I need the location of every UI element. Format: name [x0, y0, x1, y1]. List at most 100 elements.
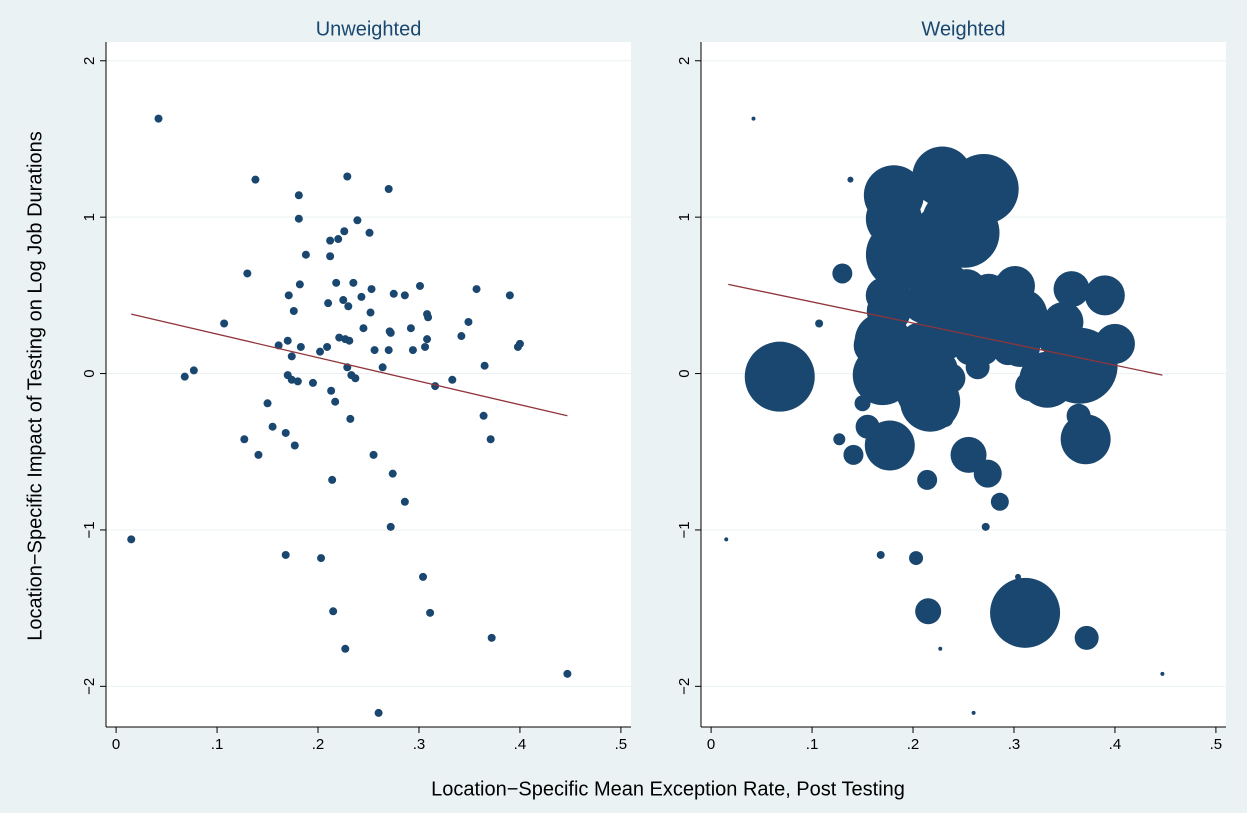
point: [335, 333, 344, 342]
point: [281, 428, 290, 437]
point: [290, 441, 299, 450]
point: [349, 278, 358, 287]
panel-title: Unweighted: [316, 18, 422, 40]
y-tick-label: −2: [81, 678, 98, 695]
x-tick-label: .3: [1008, 736, 1021, 753]
point: [343, 172, 352, 181]
point: [370, 346, 379, 355]
point: [346, 414, 355, 423]
point: [386, 328, 395, 337]
y-tick-label: −1: [676, 521, 693, 538]
point: [448, 375, 457, 384]
y-tick-label: 2: [81, 57, 98, 65]
point: [457, 332, 466, 341]
bubble: [843, 444, 864, 465]
point: [323, 342, 332, 351]
point: [339, 296, 348, 305]
point: [406, 324, 415, 333]
point: [287, 375, 296, 384]
point: [386, 522, 395, 531]
point: [369, 450, 378, 459]
point: [357, 292, 366, 301]
bubble: [866, 288, 911, 333]
x-tick-label: .1: [211, 736, 224, 753]
point: [189, 366, 198, 375]
x-tick-label: .3: [413, 736, 426, 753]
bubble: [832, 263, 853, 284]
bubble: [935, 363, 966, 394]
point: [287, 352, 296, 361]
bubble: [948, 154, 1019, 225]
x-tick-label: .4: [514, 736, 527, 753]
point: [415, 281, 424, 290]
point: [328, 475, 337, 484]
point: [326, 236, 335, 245]
point: [294, 214, 303, 223]
bubble: [909, 551, 924, 566]
point: [301, 250, 310, 259]
point: [240, 435, 249, 444]
point: [327, 386, 336, 395]
bubble: [971, 710, 976, 715]
point: [283, 336, 292, 345]
point: [487, 633, 496, 642]
bubble: [1060, 414, 1111, 465]
point: [480, 361, 489, 370]
point: [308, 378, 317, 387]
bubble: [998, 292, 1049, 343]
point: [220, 319, 229, 328]
point: [340, 227, 349, 236]
point: [367, 285, 376, 294]
point: [284, 291, 293, 300]
bubble: [815, 319, 824, 328]
point: [486, 435, 495, 444]
y-tick-label: −2: [676, 678, 693, 695]
bubble: [876, 550, 885, 559]
bubble: [917, 469, 938, 490]
y-tick-label: 2: [676, 57, 693, 65]
point: [294, 191, 303, 200]
point: [293, 377, 302, 386]
point: [384, 185, 393, 194]
bubble: [833, 433, 846, 446]
point: [464, 317, 473, 326]
point: [332, 278, 341, 287]
y-axis-label: Location−Specific Impact of Testing on L…: [24, 131, 46, 640]
bubble: [724, 537, 729, 542]
point: [180, 372, 189, 381]
point: [127, 535, 136, 544]
point: [366, 308, 375, 317]
bubble: [785, 367, 792, 374]
point: [326, 252, 335, 261]
point: [384, 346, 393, 355]
point: [423, 335, 432, 344]
plot-area: [106, 42, 631, 727]
point: [324, 299, 333, 308]
point: [243, 269, 252, 278]
point: [400, 497, 409, 506]
bubble: [1053, 271, 1090, 308]
fit-line: [131, 313, 568, 417]
bubble: [981, 522, 990, 531]
point: [515, 339, 524, 348]
panel-title: Weighted: [921, 18, 1005, 40]
point: [334, 235, 343, 244]
point: [281, 550, 290, 559]
bubble: [1094, 323, 1135, 364]
point: [295, 280, 304, 289]
point: [316, 347, 325, 356]
bubble: [990, 577, 1061, 648]
point: [426, 608, 435, 617]
point: [365, 228, 374, 237]
y-tick-label: 1: [676, 213, 693, 221]
point: [154, 114, 163, 123]
point: [424, 313, 433, 322]
bubble: [744, 341, 815, 412]
point: [421, 342, 430, 351]
point: [419, 572, 428, 581]
bubble: [847, 176, 854, 183]
point: [563, 669, 572, 678]
point: [479, 411, 488, 420]
bubble: [864, 420, 915, 471]
